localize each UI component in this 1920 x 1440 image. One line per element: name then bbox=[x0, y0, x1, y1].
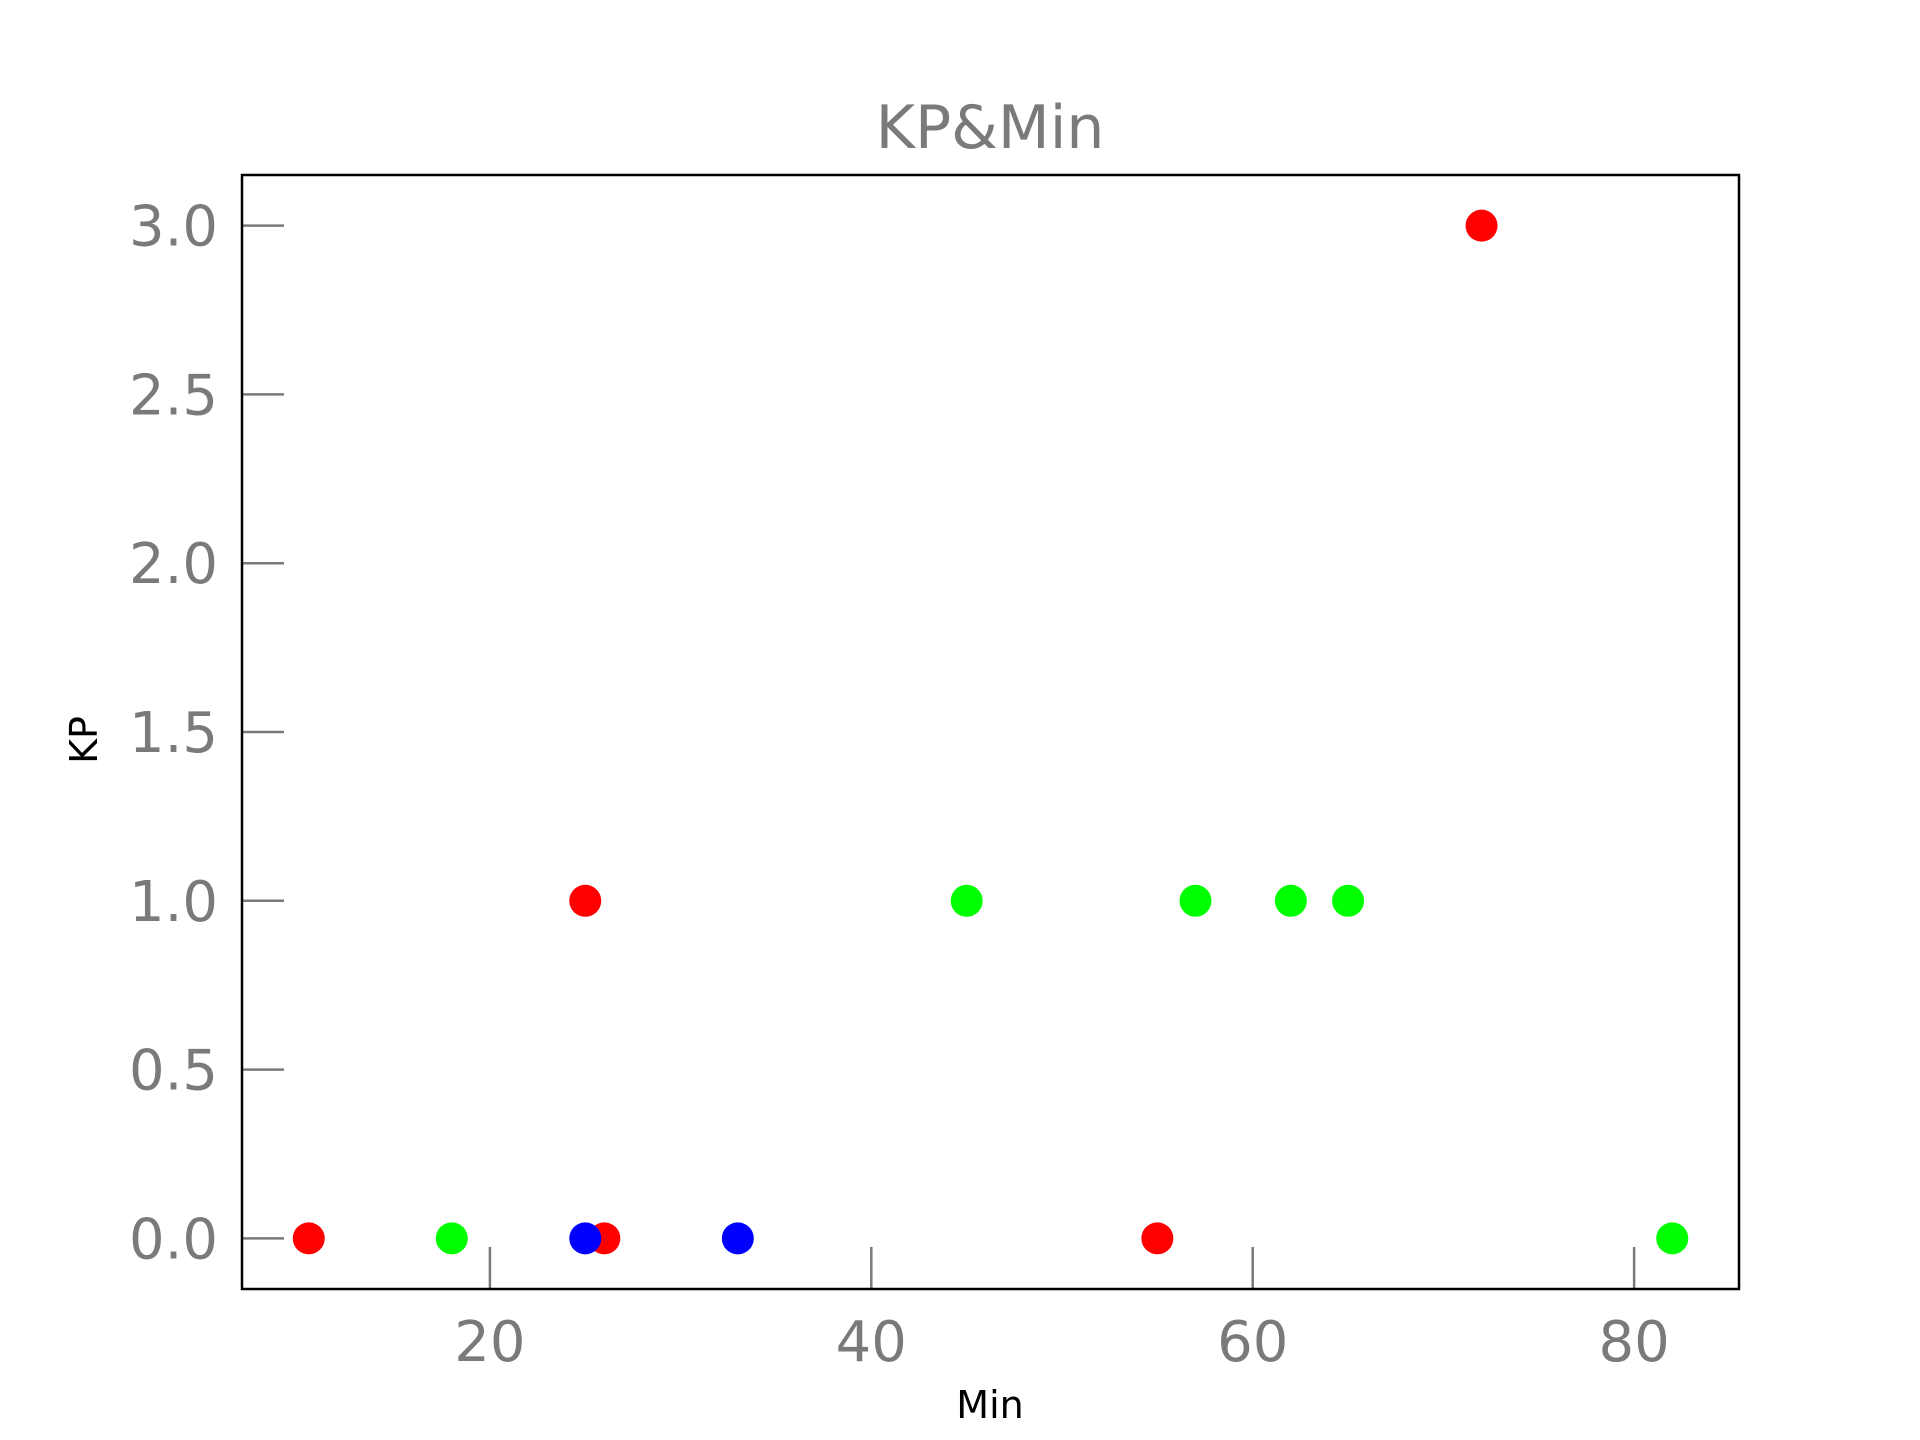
y-axis-label: KP bbox=[62, 716, 106, 764]
x-tick-label: 80 bbox=[1598, 1310, 1669, 1375]
y-tick-label: 2.0 bbox=[129, 532, 218, 597]
y-tick-label: 0.5 bbox=[129, 1039, 218, 1104]
y-tick-label: 1.0 bbox=[129, 870, 218, 935]
data-point bbox=[569, 884, 602, 917]
data-points bbox=[292, 209, 1689, 1255]
y-tick-label: 2.5 bbox=[129, 363, 218, 428]
x-tick-label: 60 bbox=[1217, 1310, 1288, 1375]
plot-frame bbox=[240, 173, 1741, 1291]
data-point bbox=[1274, 884, 1307, 917]
data-point bbox=[950, 884, 983, 917]
axis-ticks: 20 40 60 80 0.0 0.5 1.0 1.5 2.0 2.5 3.0 bbox=[129, 195, 1670, 1375]
y-tick-label: 3.0 bbox=[129, 195, 218, 260]
y-tick-label: 0.0 bbox=[129, 1207, 218, 1272]
data-point bbox=[1332, 884, 1365, 917]
data-point bbox=[435, 1222, 468, 1255]
x-tick-label: 40 bbox=[836, 1310, 907, 1375]
chart-title: KP&Min bbox=[876, 93, 1105, 163]
data-point bbox=[292, 1222, 325, 1255]
data-point bbox=[1465, 209, 1498, 242]
y-tick-label: 1.5 bbox=[129, 701, 218, 766]
data-point bbox=[1141, 1222, 1174, 1255]
data-point bbox=[721, 1222, 754, 1255]
x-axis-label: Min bbox=[956, 1383, 1023, 1427]
x-tick-label: 20 bbox=[454, 1310, 525, 1375]
data-point bbox=[1656, 1222, 1689, 1255]
data-point bbox=[569, 1222, 602, 1255]
data-point bbox=[1179, 884, 1212, 917]
